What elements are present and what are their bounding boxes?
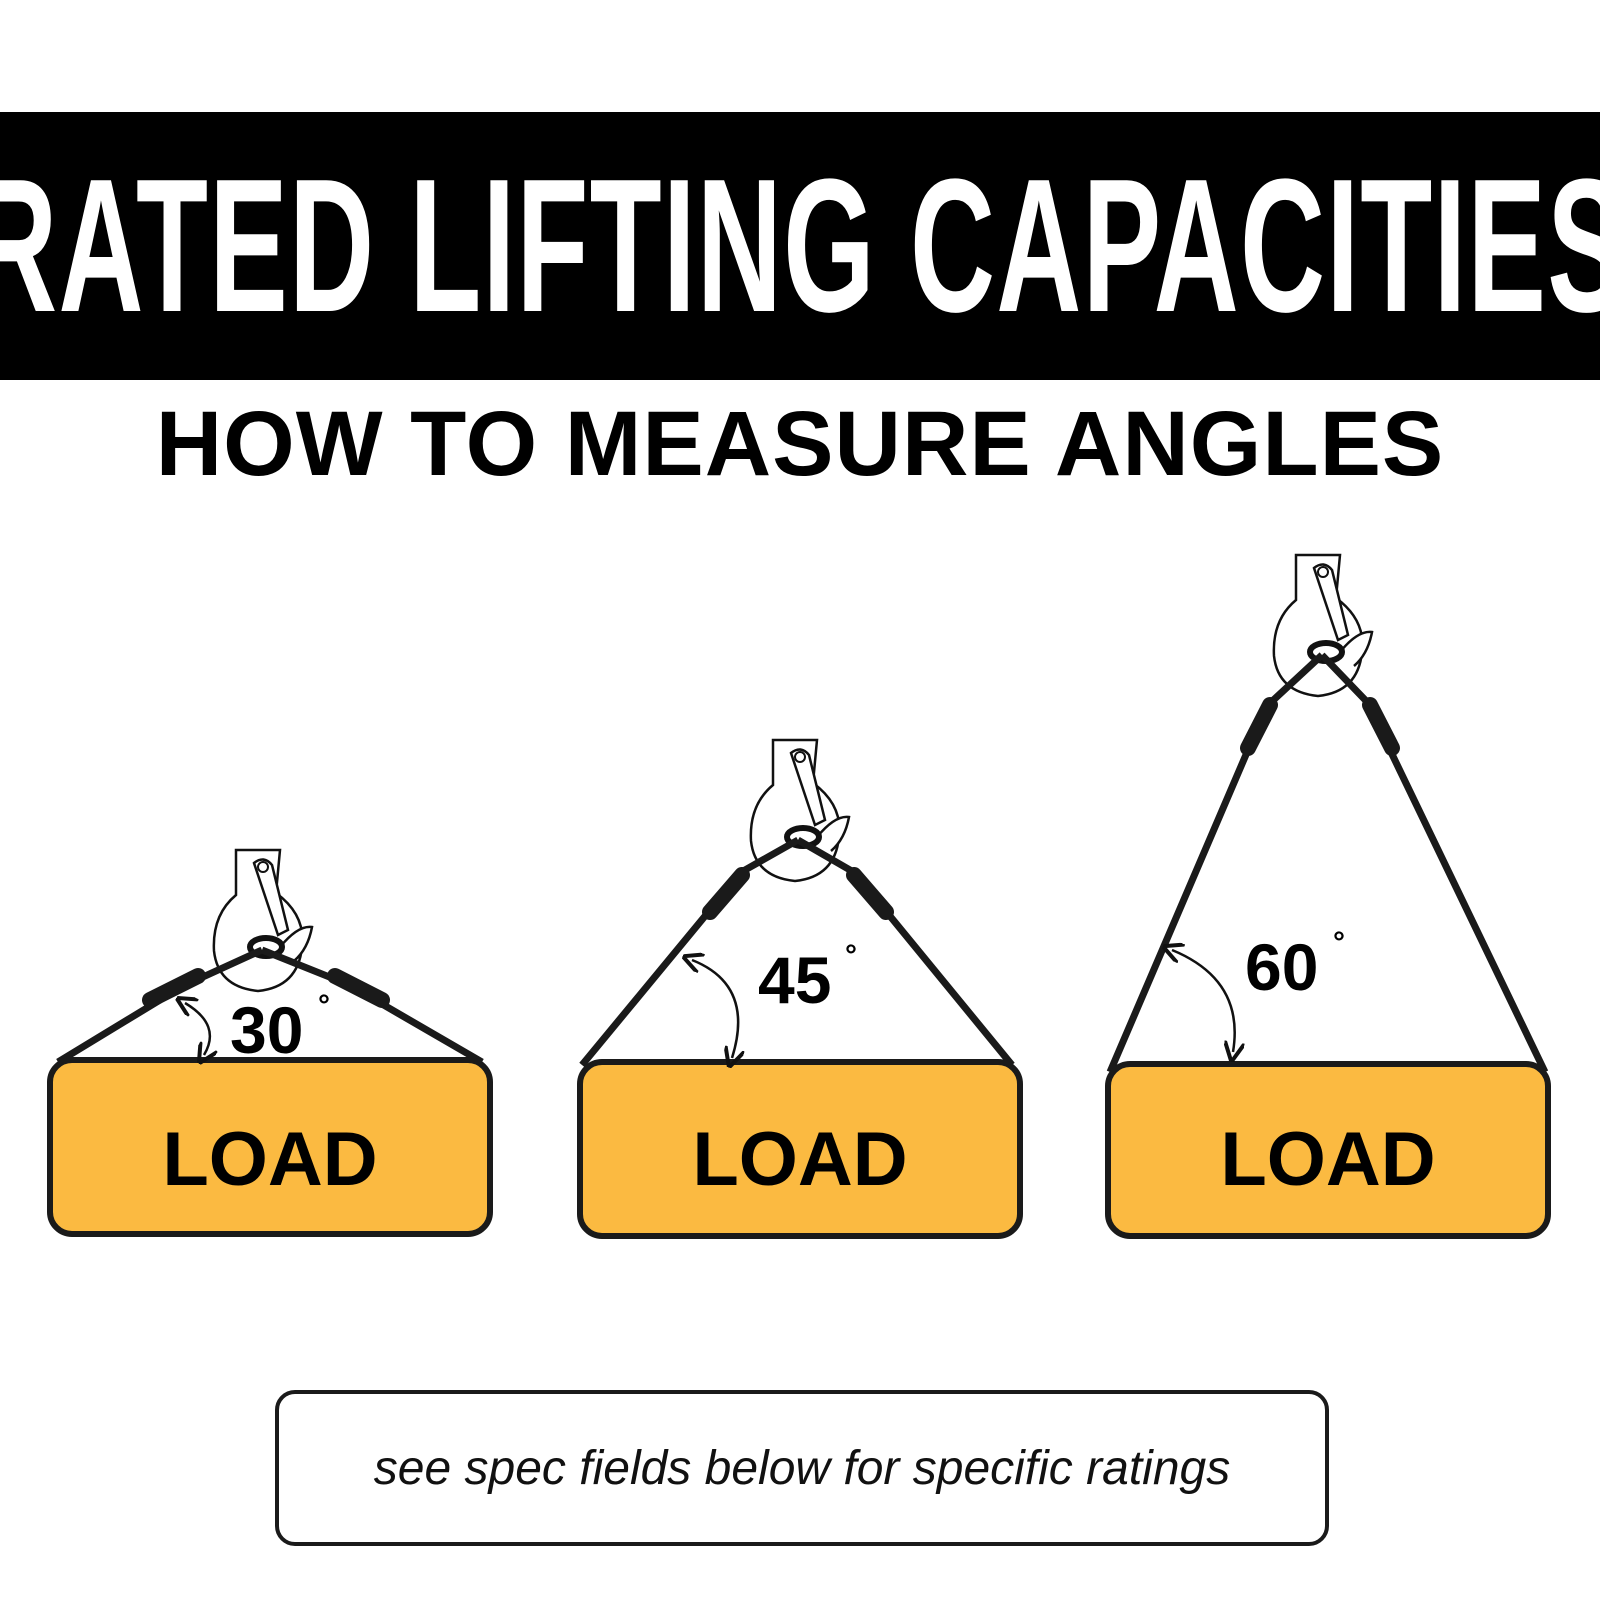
- load-box: [47, 1057, 493, 1237]
- angle-label: 60: [1245, 930, 1318, 1004]
- load-box: [1105, 1061, 1551, 1239]
- sling-eye-right: [1362, 697, 1400, 756]
- page-subtitle: HOW TO MEASURE ANGLES: [155, 393, 1445, 495]
- page-title: RATED LIFTING CAPACITIES: [0, 140, 1600, 352]
- load-label: LOAD: [692, 1117, 907, 1202]
- sling-leg-right: [1319, 652, 1549, 1074]
- sling-leg-left: [1106, 652, 1325, 1074]
- angle-label: 45: [758, 943, 831, 1017]
- footer-note-box: see spec fields below for specific ratin…: [275, 1390, 1329, 1546]
- diagram-60-degrees: 60 ° LOAD: [1105, 555, 1551, 1239]
- sling-eye-left: [142, 968, 206, 1008]
- angle-arrow-icon: [185, 1003, 210, 1055]
- load-box: [577, 1059, 1023, 1239]
- title-banner: RATED LIFTING CAPACITIES: [0, 112, 1600, 380]
- sling-eye-right: [846, 867, 894, 920]
- angle-arrow-icon: [1172, 950, 1235, 1052]
- sling-eye-right: [327, 968, 390, 1008]
- degree-symbol: °: [1333, 926, 1345, 959]
- sling-eye-left: [702, 867, 750, 920]
- load-label: LOAD: [162, 1117, 377, 1202]
- angle-arrow-icon: [692, 960, 738, 1058]
- crane-hook-icon: [214, 850, 312, 991]
- load-label: LOAD: [1220, 1117, 1435, 1202]
- degree-symbol: °: [845, 939, 857, 972]
- footer-note: see spec fields below for specific ratin…: [373, 1441, 1231, 1495]
- angle-label: 30: [230, 993, 303, 1067]
- sling-eye-left: [1240, 697, 1278, 756]
- crane-hook-icon: [1274, 555, 1372, 696]
- diagram-30-degrees: 30 ° LOAD: [47, 850, 493, 1237]
- degree-symbol: °: [318, 989, 330, 1022]
- diagram-45-degrees: 45 ° LOAD: [577, 740, 1023, 1239]
